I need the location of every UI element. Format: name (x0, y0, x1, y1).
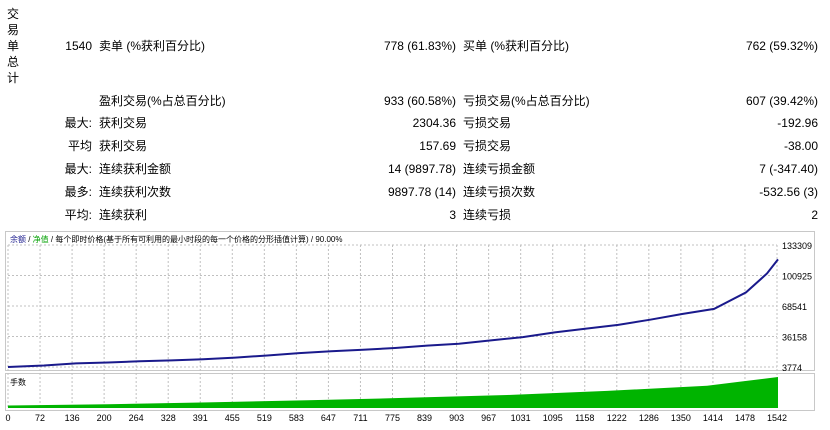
row-label: 连续亏损次数 (463, 185, 536, 199)
balance-line (7, 258, 779, 368)
x-tick-label: 1158 (575, 413, 594, 423)
x-tick-label: 391 (193, 413, 208, 423)
vertical-char: 易 (6, 23, 19, 37)
profit-trades-label: 盈利交易(%占总百分比) (99, 94, 226, 108)
legend: 余额 / 净值 / 每个即时价格(基于所有可利用的最小时段的每一个价格的分形插值… (10, 234, 342, 244)
x-tick-label: 72 (35, 413, 45, 423)
row-label: 连续亏损 (463, 208, 512, 222)
profit-trades-value: 933 (60.58%) (383, 94, 456, 108)
volume-chart-frame (5, 373, 815, 411)
row-prefix: 最大: (64, 116, 92, 130)
row-label: 亏损交易 (463, 116, 512, 130)
sell-value: 778 (61.83%) (383, 39, 456, 53)
row-label: 连续获利 (99, 208, 148, 222)
row-value: -532.56 (3) (759, 185, 818, 199)
buy-label: 买单 (%获利百分比) (463, 39, 569, 53)
x-tick-label: 136 (65, 413, 80, 423)
x-tick-label: 328 (161, 413, 176, 423)
x-tick-label: 519 (257, 413, 272, 423)
vertical-char: 总 (6, 55, 19, 69)
volume-area (8, 377, 778, 408)
balance-chart-frame (5, 231, 815, 371)
x-tick-label: 455 (225, 413, 240, 423)
x-tick-label: 200 (97, 413, 112, 423)
x-tick-label: 1095 (543, 413, 563, 423)
vertical-char: 交 (6, 7, 19, 21)
x-tick-label: 1414 (703, 413, 723, 423)
loss-trades-label: 亏损交易(%占总百分比) (463, 94, 590, 108)
legend-mode: 每个即时价格(基于所有可利用的最小时段的每一个价格的分形插值计算) (55, 234, 309, 244)
x-tick-label: 1222 (607, 413, 627, 423)
row-prefix: 平均: (64, 208, 92, 222)
sell-label: 卖单 (%获利百分比) (99, 39, 205, 53)
x-tick-label: 1478 (735, 413, 755, 423)
row-value: 9897.78 (14) (387, 185, 456, 199)
x-tick-label: 1286 (639, 413, 659, 423)
row-prefix: 最大: (64, 162, 92, 176)
total-trades-value: 1540 (65, 39, 92, 53)
legend-separator: / (26, 235, 33, 244)
vertical-char: 计 (6, 71, 19, 85)
x-tick-label: 711 (353, 413, 367, 423)
legend-separator: / (49, 235, 56, 244)
row-value: 2 (811, 208, 818, 222)
y-tick-label: 100925 (782, 272, 812, 282)
legend-separator: / (309, 235, 316, 244)
legend-equity: 净值 (33, 234, 49, 244)
x-tick-label: 967 (481, 413, 496, 423)
legend-balance: 余额 (10, 234, 26, 244)
y-tick-label: 68541 (782, 302, 807, 312)
legend-quality: 90.00% (315, 235, 342, 244)
row-value: 14 (9897.78) (387, 162, 456, 176)
row-value: 3 (449, 208, 456, 222)
row-prefix: 平均 (67, 139, 92, 153)
y-tick-label: 36158 (782, 333, 807, 343)
vertical-section-label: 交 易 单 总 计 (6, 6, 20, 86)
x-tick-label: 1031 (511, 413, 531, 423)
y-tick-label: 3774 (782, 363, 802, 373)
y-tick-label: 133309 (782, 241, 812, 251)
volume-label: 手数 (10, 377, 26, 387)
row-value: 2304.36 (412, 116, 456, 130)
x-tick-label: 583 (289, 413, 304, 423)
row-label: 连续获利金额 (99, 162, 172, 176)
row-label: 连续亏损金额 (463, 162, 536, 176)
x-tick-label: 1542 (767, 413, 787, 423)
loss-trades-value: 607 (39.42%) (745, 94, 818, 108)
x-tick-label: 839 (417, 413, 432, 423)
row-value: -192.96 (777, 116, 818, 130)
x-tick-label: 0 (5, 413, 10, 423)
row-value: 7 (-347.40) (759, 162, 818, 176)
row-value: -38.00 (783, 139, 818, 153)
x-tick-label: 775 (385, 413, 400, 423)
x-tick-label: 264 (129, 413, 144, 423)
buy-value: 762 (59.32%) (745, 39, 818, 53)
row-label: 亏损交易 (463, 139, 512, 153)
row-prefix: 最多: (64, 185, 92, 199)
x-tick-label: 647 (321, 413, 336, 423)
vertical-char: 单 (6, 39, 19, 53)
row-value: 157.69 (419, 139, 456, 153)
row-label: 获利交易 (99, 139, 148, 153)
row-label: 获利交易 (99, 116, 148, 130)
x-tick-label: 903 (449, 413, 464, 423)
x-tick-label: 1350 (671, 413, 691, 423)
row-label: 连续获利次数 (99, 185, 172, 199)
